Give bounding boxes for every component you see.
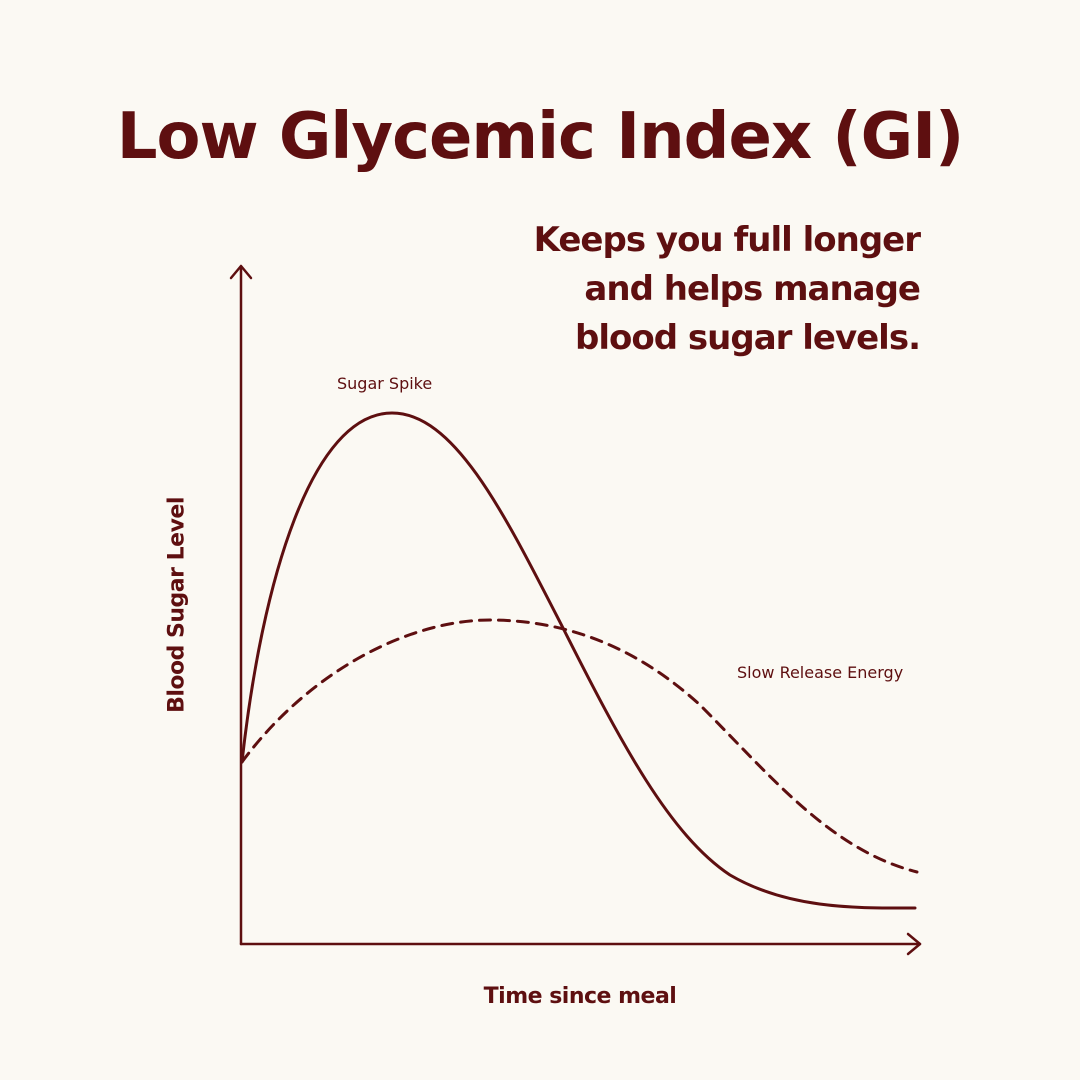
slow-release-label: Slow Release Energy: [737, 663, 904, 682]
y-axis-arrowhead: [229, 264, 253, 280]
subtitle-line: blood sugar levels.: [575, 318, 921, 358]
page-title: Low Glycemic Index (GI): [116, 100, 965, 174]
subtitle: Keeps you full longer and helps manage b…: [533, 216, 921, 363]
y-axis-label: Blood Sugar Level: [164, 497, 190, 713]
subtitle-line: Keeps you full longer: [533, 220, 921, 260]
slow-release-curve: [240, 618, 919, 874]
x-axis-arrowhead: [906, 932, 922, 956]
x-axis-label: Time since meal: [483, 984, 677, 1009]
sugar-spike-label: Sugar Spike: [337, 374, 433, 393]
subtitle-line: and helps manage: [584, 269, 921, 309]
sugar-spike-curve: [240, 411, 917, 910]
